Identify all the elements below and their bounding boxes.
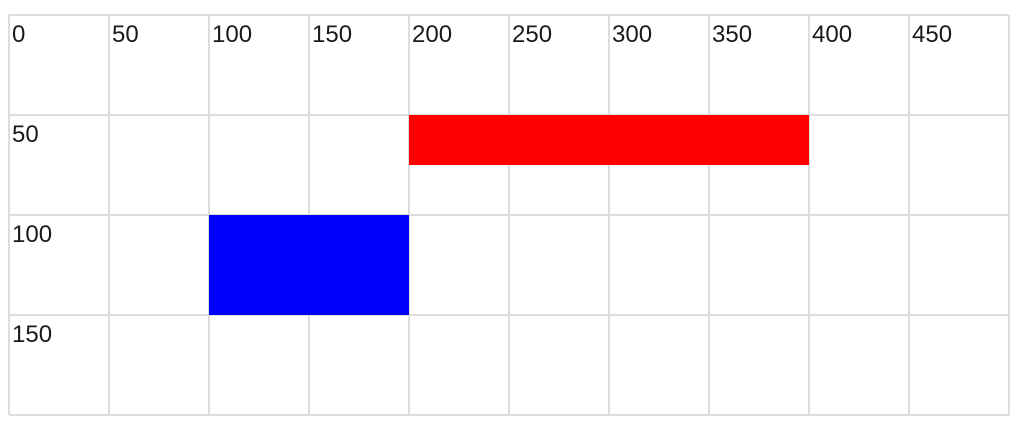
y-axis-label: 50 bbox=[12, 121, 39, 148]
x-axis-label: 350 bbox=[712, 21, 752, 48]
x-axis-label: 200 bbox=[412, 21, 452, 48]
x-axis-label: 450 bbox=[912, 21, 952, 48]
grid-labels: 0 50 100 150 200 250 300 350 400 450 50 100 150 bbox=[12, 21, 952, 348]
x-axis-label: 50 bbox=[112, 21, 139, 48]
x-axis-label: 400 bbox=[812, 21, 852, 48]
x-axis-label: 0 bbox=[12, 21, 25, 48]
x-axis-label: 100 bbox=[212, 21, 252, 48]
x-axis-label: 250 bbox=[512, 21, 552, 48]
x-axis-label: 150 bbox=[312, 21, 352, 48]
blue-rectangle bbox=[209, 215, 409, 315]
red-rectangle bbox=[409, 115, 809, 165]
shapes-layer bbox=[209, 115, 809, 315]
grid-lines bbox=[8, 14, 1010, 416]
y-axis-label: 100 bbox=[12, 221, 52, 248]
y-axis-label: 150 bbox=[12, 321, 52, 348]
x-axis-label: 300 bbox=[612, 21, 652, 48]
